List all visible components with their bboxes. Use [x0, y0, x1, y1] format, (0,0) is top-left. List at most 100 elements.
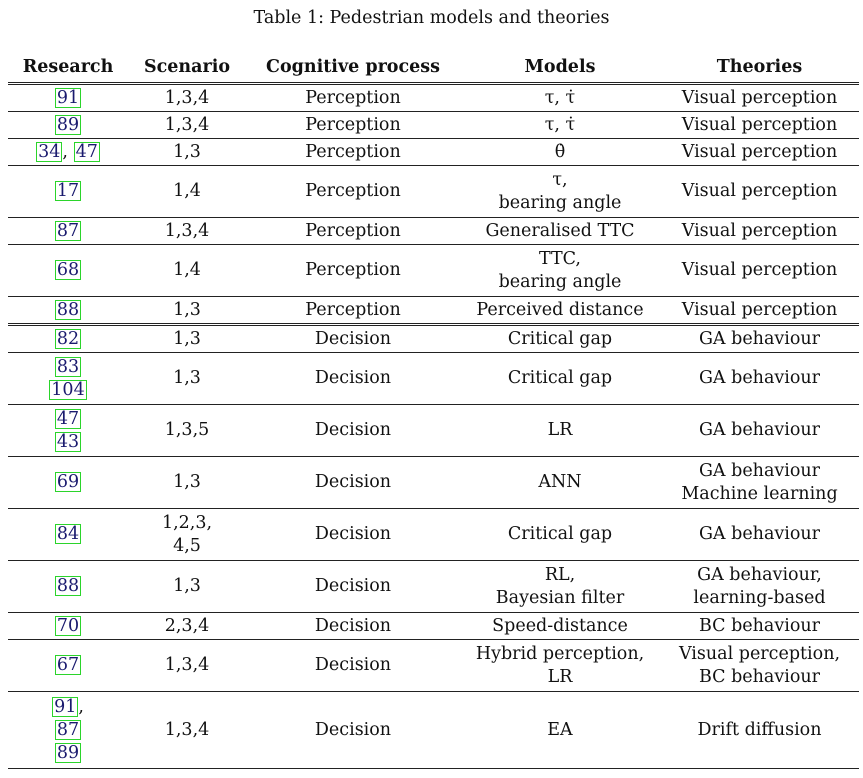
cell-theories-line: Visual perception: [681, 260, 838, 280]
cell-scenario-line: 1,4: [173, 260, 201, 280]
ref-line: 89: [8, 742, 128, 765]
cell-theories: GA behaviour: [660, 404, 859, 457]
cell-cognitive-process: Decision: [246, 404, 460, 457]
cell-scenario: 1,3,4: [128, 217, 246, 245]
cell-theories-line: Visual perception: [681, 299, 838, 320]
citation-link[interactable]: 84: [54, 524, 82, 544]
cell-research: 87: [8, 217, 128, 245]
citation-link[interactable]: 89: [54, 114, 82, 135]
ref-line: 67: [8, 654, 128, 677]
cell-theories: Visual perception: [660, 244, 859, 297]
cell-models: θ̇: [460, 138, 660, 166]
citation-link[interactable]: 83: [54, 356, 82, 377]
cell-scenario: 1,3,5: [128, 404, 246, 457]
cell-research: 83 104: [8, 352, 128, 405]
cell-models-line: Critical gap: [507, 368, 613, 388]
citation-link[interactable]: 67: [54, 655, 82, 675]
ref-line: 104: [8, 379, 128, 402]
ref-line: 88: [8, 299, 128, 322]
cell-models-line: Bayesian filter: [495, 587, 625, 608]
cell-theories-line: BC behaviour: [698, 666, 821, 687]
cell-theories-line: GA behaviour,: [697, 564, 822, 585]
cell-cognitive-process: Perception: [246, 244, 460, 297]
ref-line: 87: [8, 719, 128, 742]
ref-line: 43: [8, 431, 128, 454]
cell-models-line: Critical gap: [507, 524, 613, 544]
citation-link[interactable]: 91: [54, 87, 82, 108]
ref-line: 70: [8, 615, 128, 638]
cell-cognitive-process: Decision: [246, 323, 460, 353]
cell-theories-line: Drift diffusion: [697, 719, 822, 740]
cell-models: TTC, bearing angle: [460, 244, 660, 297]
citation-link[interactable]: 87: [54, 220, 82, 241]
cell-theories: GA behaviour, learning-based: [660, 560, 859, 613]
cell-models: EA: [460, 691, 660, 769]
cell-theories: Drift diffusion: [660, 691, 859, 769]
cell-theories-line: Visual perception: [681, 114, 838, 135]
cell-models: Critical gap: [460, 323, 660, 353]
cell-models: τ, τ̇: [460, 82, 660, 112]
cell-scenario-line: 1,3,4: [164, 87, 210, 108]
ref-line: 88: [8, 575, 128, 598]
cell-research: 88: [8, 296, 128, 325]
cell-cognitive-process: Decision: [246, 560, 460, 613]
cell-theories-line: GA behaviour: [698, 524, 821, 544]
cell-scenario-line: 1,3,4: [164, 719, 210, 740]
table-row: 83 104 1,3 Decision Critical gap GA behaviour: [8, 352, 859, 405]
cell-models-line: θ̇: [554, 141, 566, 162]
cell-models: Critical gap: [460, 352, 660, 405]
citation-link[interactable]: 47: [54, 408, 82, 429]
citation-link[interactable]: 88: [54, 576, 82, 596]
cell-theories-line: GA behaviour: [698, 328, 821, 349]
citation-link[interactable]: 47: [73, 141, 100, 162]
citation-link[interactable]: 89: [54, 742, 82, 763]
cell-theories-line: Visual perception: [681, 87, 838, 108]
citation-link[interactable]: 34: [36, 141, 63, 162]
cell-scenario-line: 1,3: [173, 328, 201, 349]
header-scenario: Scenario: [128, 52, 246, 84]
cell-scenario: 1,3: [128, 138, 246, 166]
cell-models-line: LR: [547, 666, 573, 687]
table-caption: Table 1: Pedestrian models and theories: [253, 8, 610, 28]
cell-research: 70: [8, 612, 128, 640]
ref-line: 69: [8, 471, 128, 494]
cell-theories: BC behaviour: [660, 612, 859, 640]
cell-scenario-line: 1,3: [173, 368, 201, 388]
citation-link[interactable]: 17: [54, 181, 82, 201]
cell-models: Speed-distance: [460, 612, 660, 640]
cell-scenario-line: 4,5: [173, 535, 201, 556]
cell-cognitive-process: Perception: [246, 217, 460, 245]
citation-link[interactable]: 70: [54, 615, 82, 636]
cell-cognitive-process: Perception: [246, 138, 460, 166]
cell-models: Perceived distance: [460, 296, 660, 325]
citation-link[interactable]: 82: [54, 328, 82, 349]
citation-link[interactable]: 104: [49, 379, 87, 400]
citation-link[interactable]: 43: [54, 431, 82, 452]
cell-scenario: 1,3,4: [128, 691, 246, 769]
table-row: 34, 47 1,3 Perception θ̇ Visual perception: [8, 138, 859, 166]
cell-models-line: Critical gap: [507, 328, 613, 349]
cell-cognitive-process: Decision: [246, 612, 460, 640]
pedestrian-models-table: Research Scenario Cognitive process Mode…: [8, 52, 859, 769]
table-row: 68 1,4 Perception TTC, bearing angle Visual p…: [8, 244, 859, 297]
cell-cognitive-process: Perception: [246, 296, 460, 325]
cell-models-line: LR: [547, 420, 573, 440]
cell-cognitive-process: Perception: [246, 165, 460, 218]
cell-research: 88: [8, 560, 128, 613]
cell-models-line: Speed-distance: [492, 615, 628, 636]
citation-link[interactable]: 88: [54, 299, 82, 320]
cell-theories: Visual perception: [660, 296, 859, 325]
citation-link[interactable]: 68: [54, 260, 82, 280]
cell-scenario: 1,3,4: [128, 82, 246, 112]
citation-link[interactable]: 69: [54, 472, 82, 492]
citation-link[interactable]: 87: [54, 719, 82, 740]
citation-link[interactable]: 91: [52, 696, 79, 717]
cell-theories-line: Machine learning: [681, 483, 838, 504]
cell-cognitive-process: Decision: [246, 456, 460, 509]
cell-theories-line: GA behaviour: [698, 420, 821, 440]
cell-models-line: TTC,: [539, 248, 581, 269]
cell-scenario-line: 2,3,4: [164, 615, 210, 636]
cell-scenario: 1,2,3, 4,5: [128, 508, 246, 561]
cell-models-line: bearing angle: [498, 192, 622, 213]
cell-theories: GA behaviour Machine learning: [660, 456, 859, 509]
